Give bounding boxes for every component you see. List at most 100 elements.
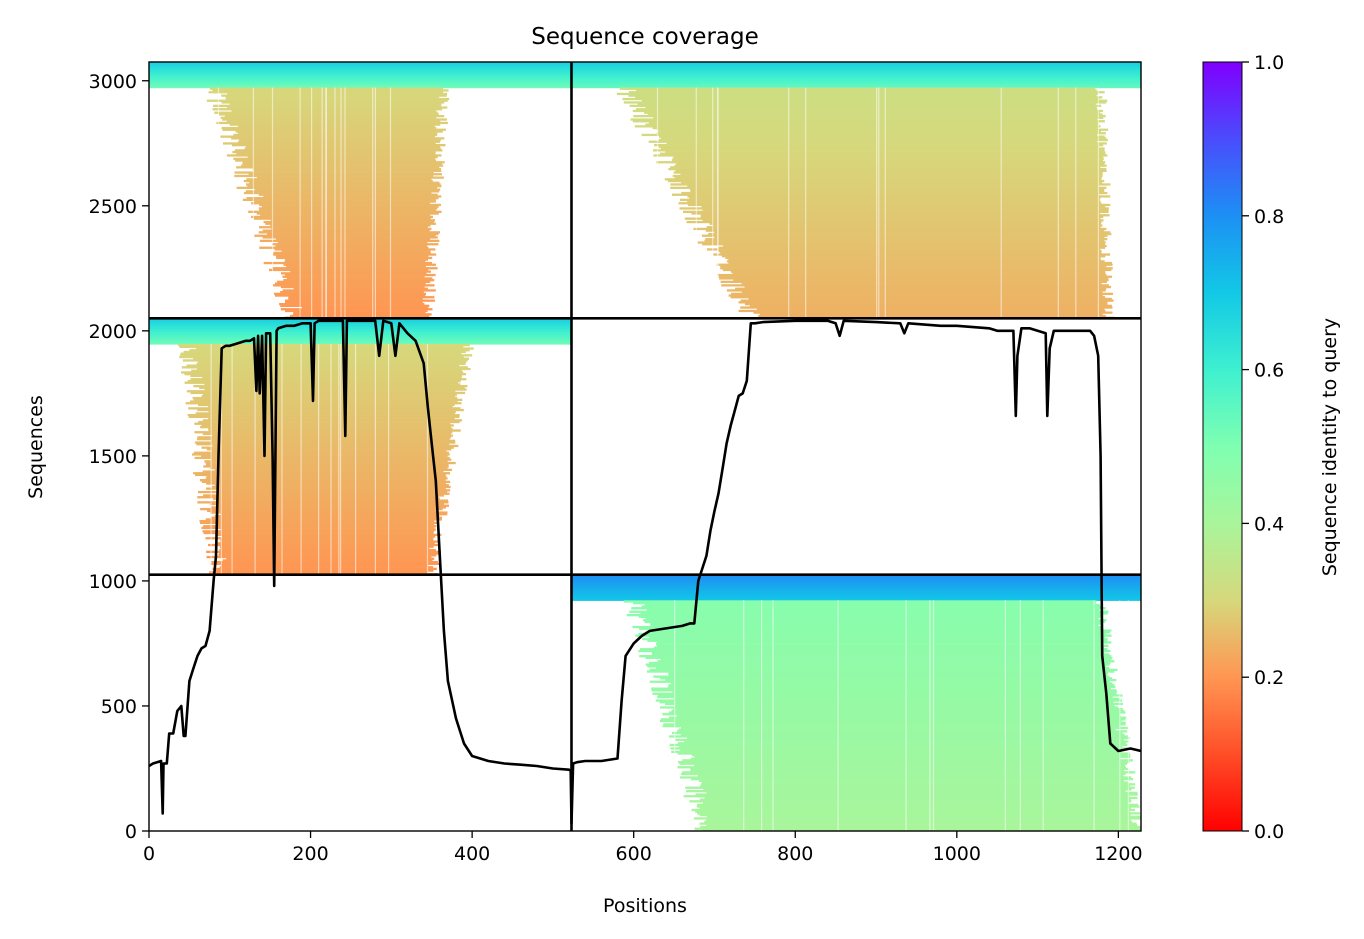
- msa-row: [571, 79, 1141, 82]
- msa-row: [696, 805, 1140, 808]
- msa-row: [221, 564, 429, 567]
- msa-row: [246, 178, 432, 181]
- msa-row: [234, 174, 434, 178]
- msa-row: [668, 685, 1116, 688]
- msa-row: [670, 186, 1107, 189]
- msa-row: [149, 337, 572, 340]
- msa-row: [254, 188, 441, 191]
- msa-row: [188, 407, 461, 410]
- msa-row: [628, 91, 1105, 94]
- msa-row: [206, 463, 449, 466]
- msa-row: [670, 747, 1131, 750]
- msa-row: [236, 166, 440, 169]
- x-tick-label: 200: [292, 843, 328, 865]
- msa-row: [673, 156, 1104, 159]
- msa-row: [681, 191, 1108, 195]
- msa-row: [203, 393, 457, 396]
- msa-row: [623, 101, 1107, 104]
- msa-row: [677, 766, 1126, 769]
- msa-row: [646, 608, 1100, 612]
- msa-row: [674, 164, 1107, 167]
- msa-row: [149, 65, 572, 68]
- msa-row: [705, 229, 1105, 232]
- msa-row: [185, 402, 462, 405]
- msa-gap: [761, 600, 763, 831]
- msa-row: [190, 400, 458, 403]
- msa-row: [571, 65, 1141, 68]
- msa-gap: [217, 87, 220, 319]
- msa-row: [223, 142, 436, 145]
- msa-gap: [1042, 600, 1044, 831]
- msa-row: [630, 118, 1098, 121]
- msa-row: [200, 426, 451, 429]
- msa-row: [665, 678, 1117, 682]
- msa-row: [206, 475, 447, 478]
- msa-row: [720, 265, 1107, 268]
- msa-gap: [389, 87, 392, 319]
- msa-row: [275, 244, 428, 248]
- msa-row: [214, 484, 449, 487]
- msa-row: [220, 135, 435, 138]
- msa-row: [644, 620, 1105, 624]
- msa-row: [652, 692, 1117, 695]
- msa-row: [273, 253, 437, 256]
- msa-row: [679, 762, 1128, 765]
- msa-row: [660, 718, 1126, 721]
- msa-row: [703, 788, 1132, 791]
- msa-row: [274, 292, 426, 295]
- msa-row: [281, 272, 427, 275]
- msa-row: [714, 236, 1105, 239]
- msa-row: [149, 63, 572, 66]
- msa-row: [285, 273, 436, 277]
- msa-gap: [231, 344, 233, 575]
- msa-row: [668, 179, 1105, 183]
- msa-row: [276, 256, 433, 260]
- msa-row: [706, 824, 1138, 827]
- msa-row: [239, 138, 441, 142]
- msa-row: [180, 352, 462, 355]
- msa-row: [641, 133, 1097, 137]
- msa-row: [656, 643, 1102, 646]
- msa-gap: [1019, 600, 1021, 831]
- colorbar-tick-label: 0.8: [1254, 206, 1284, 228]
- msa-row: [571, 578, 1141, 581]
- msa-row: [699, 798, 1131, 801]
- msa-row: [218, 492, 450, 495]
- msa-row: [571, 586, 1141, 589]
- msa-row: [208, 543, 439, 547]
- msa-row: [705, 238, 1108, 241]
- msa-row: [638, 615, 1101, 618]
- msa-row: [220, 538, 434, 542]
- msa-row: [258, 207, 438, 210]
- msa-row: [259, 226, 428, 229]
- msa-gap: [1097, 87, 1099, 319]
- msa-row: [652, 629, 1112, 632]
- msa-row: [660, 719, 1122, 723]
- msa-row: [203, 494, 444, 497]
- msa-row: [149, 67, 572, 70]
- x-tick-label: 0: [143, 843, 155, 865]
- msa-row: [744, 285, 1112, 289]
- msa-row: [718, 246, 1106, 249]
- msa-row: [682, 759, 1133, 762]
- msa-row: [657, 660, 1115, 663]
- msa-row: [222, 535, 436, 538]
- msa-row: [216, 523, 435, 526]
- msa-row: [671, 750, 1122, 753]
- msa-row: [203, 525, 437, 528]
- msa-row: [706, 815, 1141, 818]
- msa-row: [717, 273, 1107, 277]
- msa-row: [657, 644, 1109, 647]
- msa-gap: [388, 344, 390, 575]
- msa-gap: [254, 344, 256, 575]
- msa-row: [571, 68, 1141, 72]
- msa-row: [285, 301, 423, 304]
- msa-row: [196, 443, 450, 446]
- msa-row: [226, 154, 442, 157]
- msa-gap: [374, 344, 376, 575]
- colorbar: [1202, 61, 1243, 832]
- msa-row: [671, 709, 1125, 712]
- msa-row: [686, 220, 1102, 224]
- msa-row: [280, 304, 430, 307]
- msa-row: [662, 713, 1120, 716]
